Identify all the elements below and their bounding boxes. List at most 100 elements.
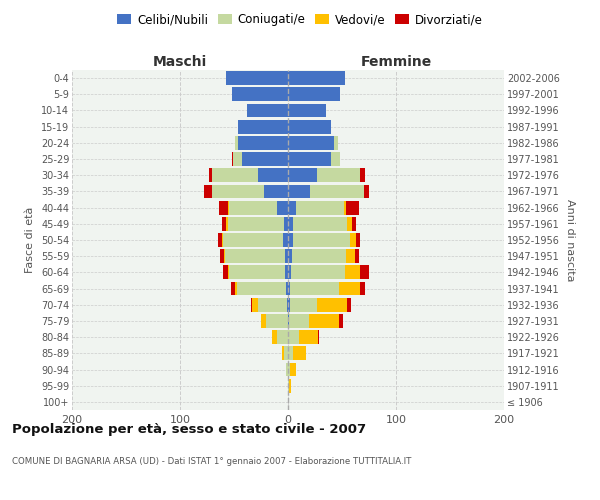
Bar: [235, 136, 238, 149]
Bar: [339, 314, 343, 328]
Bar: [288, 152, 331, 166]
Bar: [231, 282, 235, 296]
Bar: [289, 314, 308, 328]
Bar: [261, 314, 266, 328]
Bar: [281, 346, 284, 360]
Bar: [277, 330, 288, 344]
Bar: [227, 217, 284, 230]
Bar: [283, 233, 288, 247]
Bar: [227, 200, 229, 214]
Bar: [290, 298, 317, 312]
Bar: [288, 362, 290, 376]
Bar: [219, 200, 227, 214]
Bar: [364, 184, 369, 198]
Bar: [317, 298, 347, 312]
Bar: [288, 104, 326, 118]
Bar: [253, 298, 258, 312]
Bar: [251, 298, 253, 312]
Bar: [227, 266, 229, 280]
Bar: [288, 266, 291, 280]
Bar: [355, 250, 359, 263]
Bar: [317, 168, 361, 182]
Bar: [204, 184, 212, 198]
Bar: [288, 330, 299, 344]
Bar: [361, 266, 369, 280]
Bar: [288, 314, 289, 328]
Bar: [296, 200, 344, 214]
Bar: [226, 217, 227, 230]
Bar: [232, 88, 288, 101]
Bar: [308, 314, 339, 328]
Bar: [212, 184, 264, 198]
Bar: [346, 200, 359, 214]
Bar: [299, 330, 318, 344]
Bar: [222, 233, 223, 247]
Bar: [258, 168, 288, 182]
Bar: [288, 250, 292, 263]
Bar: [347, 298, 350, 312]
Bar: [266, 314, 288, 328]
Bar: [350, 233, 356, 247]
Bar: [288, 136, 334, 149]
Bar: [264, 184, 288, 198]
Bar: [212, 168, 258, 182]
Bar: [223, 233, 283, 247]
Y-axis label: Fasce di età: Fasce di età: [25, 207, 35, 273]
Bar: [288, 298, 290, 312]
Bar: [235, 282, 237, 296]
Bar: [288, 200, 296, 214]
Bar: [286, 282, 288, 296]
Bar: [229, 266, 285, 280]
Bar: [334, 136, 338, 149]
Bar: [229, 200, 277, 214]
Bar: [288, 184, 310, 198]
Bar: [238, 120, 288, 134]
Bar: [339, 282, 361, 296]
Bar: [232, 152, 233, 166]
Bar: [284, 346, 288, 360]
Bar: [218, 233, 222, 247]
Bar: [293, 233, 350, 247]
Bar: [345, 266, 361, 280]
Bar: [223, 266, 227, 280]
Bar: [285, 250, 288, 263]
Bar: [286, 362, 288, 376]
Bar: [331, 152, 340, 166]
Bar: [293, 217, 347, 230]
Legend: Celibi/Nubili, Coniugati/e, Vedovi/e, Divorziati/e: Celibi/Nubili, Coniugati/e, Vedovi/e, Di…: [112, 8, 488, 31]
Bar: [224, 250, 226, 263]
Bar: [288, 282, 290, 296]
Bar: [347, 217, 352, 230]
Bar: [288, 88, 340, 101]
Bar: [226, 71, 288, 85]
Bar: [226, 250, 285, 263]
Text: COMUNE DI BAGNARIA ARSA (UD) - Dati ISTAT 1° gennaio 2007 - Elaborazione TUTTITA: COMUNE DI BAGNARIA ARSA (UD) - Dati ISTA…: [12, 458, 412, 466]
Bar: [288, 233, 293, 247]
Bar: [292, 250, 346, 263]
Bar: [361, 168, 365, 182]
Bar: [209, 168, 212, 182]
Bar: [346, 250, 355, 263]
Bar: [220, 250, 224, 263]
Text: Popolazione per età, sesso e stato civile - 2007: Popolazione per età, sesso e stato civil…: [12, 422, 366, 436]
Bar: [238, 136, 288, 149]
Text: Maschi: Maschi: [153, 55, 207, 69]
Bar: [361, 282, 365, 296]
Bar: [247, 104, 288, 118]
Bar: [288, 379, 289, 392]
Text: Femmine: Femmine: [361, 55, 431, 69]
Bar: [288, 217, 293, 230]
Bar: [288, 346, 293, 360]
Bar: [293, 346, 307, 360]
Bar: [344, 200, 346, 214]
Bar: [284, 217, 288, 230]
Bar: [356, 233, 361, 247]
Bar: [277, 200, 288, 214]
Bar: [287, 298, 288, 312]
Bar: [291, 266, 345, 280]
Bar: [272, 330, 277, 344]
Bar: [288, 168, 317, 182]
Bar: [289, 379, 291, 392]
Bar: [288, 71, 345, 85]
Bar: [285, 266, 288, 280]
